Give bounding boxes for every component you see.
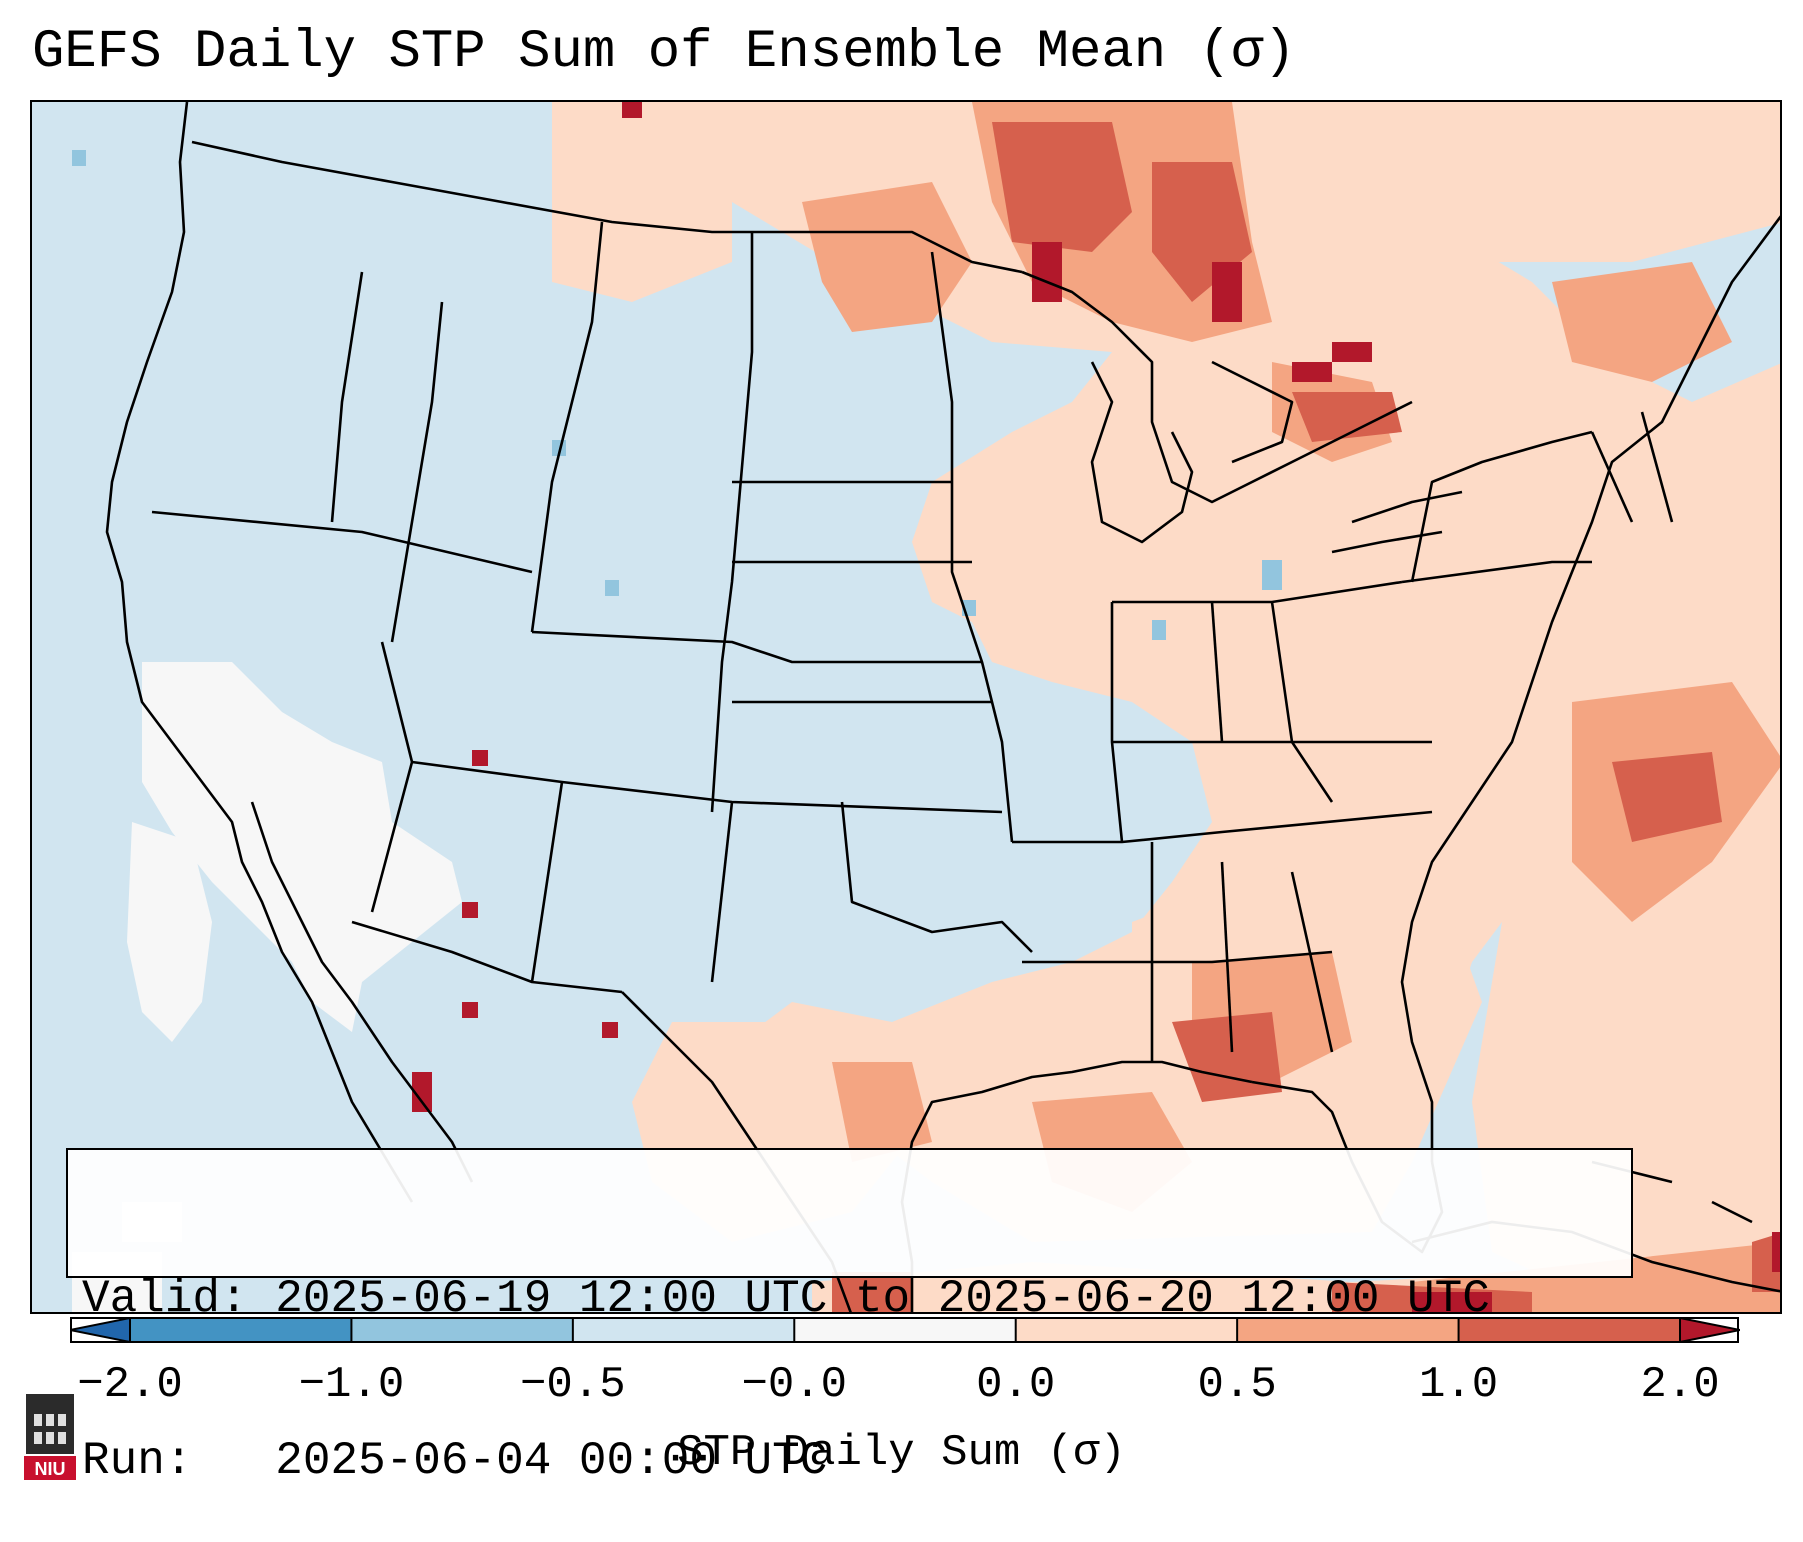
- colorbar-extend-max: [1679, 1317, 1740, 1343]
- colorbar-segment: [1237, 1318, 1460, 1342]
- run-value: 2025-06-04 00:00 UTC: [275, 1435, 828, 1487]
- colorbar-tick-label: 0.0: [976, 1360, 1056, 1410]
- valid-line: Valid: 2025-06-19 12:00 UTC to 2025-06-2…: [82, 1272, 1631, 1326]
- map-panel[interactable]: [30, 100, 1782, 1314]
- near-zero-field: [72, 662, 462, 1312]
- niu-logo-icon: NIU: [24, 1394, 76, 1480]
- colorbar-extend-min: [70, 1317, 131, 1343]
- colorbar-tick-label: 2.0: [1640, 1360, 1720, 1410]
- map-title: GEFS Daily STP Sum of Ensemble Mean (σ): [32, 22, 1296, 83]
- colorbar-tick-label: −0.0: [741, 1360, 848, 1410]
- colorbar-tick-label: −2.0: [77, 1360, 183, 1410]
- colorbar-tick-label: −1.0: [298, 1360, 405, 1410]
- colorbar-tick-label: 0.5: [1197, 1360, 1277, 1410]
- anomaly-cool: [72, 150, 1282, 640]
- colorbar: [70, 1317, 1740, 1343]
- map-canvas: [32, 102, 1780, 1312]
- colorbar-ticks: −2.0 −1.0 −0.5 −0.0 0.0 0.5 1.0 2.0: [0, 1360, 1803, 1420]
- colorbar-label: STP Daily Sum (σ): [677, 1428, 1126, 1478]
- run-line: Run: 2025-06-04 00:00 UTC: [82, 1434, 1631, 1488]
- valid-label: Valid:: [82, 1273, 248, 1325]
- colorbar-tick-label: 1.0: [1418, 1360, 1499, 1410]
- anomaly-extreme: [412, 102, 1780, 1312]
- colorbar-segment: [1015, 1318, 1238, 1342]
- colorbar-tick-label: −0.5: [520, 1360, 626, 1410]
- colorbar-segment: [130, 1318, 352, 1342]
- colorbar-segment: [794, 1318, 1017, 1342]
- validity-info-box: Valid: 2025-06-19 12:00 UTC to 2025-06-2…: [66, 1148, 1633, 1487]
- logo-text: NIU: [35, 1459, 66, 1479]
- colorbar-segment: [572, 1318, 795, 1342]
- boundaries: [105, 102, 1780, 1312]
- colorbar-segment: [351, 1318, 574, 1342]
- colorbar-outline: [70, 1317, 1739, 1343]
- run-label: Run:: [82, 1435, 193, 1487]
- colorbar-segment: [1458, 1318, 1681, 1342]
- valid-value: 2025-06-19 12:00 UTC to 2025-06-20 12:00…: [275, 1273, 1490, 1325]
